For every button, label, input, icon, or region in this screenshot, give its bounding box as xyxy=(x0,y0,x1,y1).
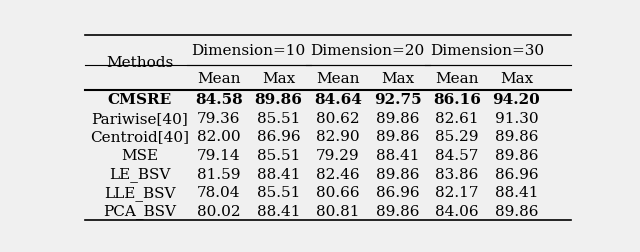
Text: 89.86: 89.86 xyxy=(495,130,538,144)
Text: 82.00: 82.00 xyxy=(197,130,241,144)
Text: 81.59: 81.59 xyxy=(197,167,241,181)
Text: 89.86: 89.86 xyxy=(376,130,419,144)
Text: 79.29: 79.29 xyxy=(316,148,360,162)
Text: 78.04: 78.04 xyxy=(197,185,241,200)
Text: Max: Max xyxy=(500,71,533,85)
Text: 84.06: 84.06 xyxy=(435,204,479,218)
Text: 80.02: 80.02 xyxy=(197,204,241,218)
Text: Mean: Mean xyxy=(197,71,241,85)
Text: 85.51: 85.51 xyxy=(257,148,300,162)
Text: 92.75: 92.75 xyxy=(374,93,421,107)
Text: 89.86: 89.86 xyxy=(495,204,538,218)
Text: Centroid[40]: Centroid[40] xyxy=(90,130,189,144)
Text: 89.86: 89.86 xyxy=(255,93,302,107)
Text: LE_BSV: LE_BSV xyxy=(109,167,170,181)
Text: 94.20: 94.20 xyxy=(493,93,540,107)
Text: 86.96: 86.96 xyxy=(257,130,300,144)
Text: 84.58: 84.58 xyxy=(195,93,243,107)
Text: 84.57: 84.57 xyxy=(435,148,479,162)
Text: Methods: Methods xyxy=(106,56,173,70)
Text: 85.29: 85.29 xyxy=(435,130,479,144)
Text: Max: Max xyxy=(262,71,295,85)
Text: 85.51: 85.51 xyxy=(257,111,300,125)
Text: 89.86: 89.86 xyxy=(495,148,538,162)
Text: 89.86: 89.86 xyxy=(376,204,419,218)
Text: 89.86: 89.86 xyxy=(376,111,419,125)
Text: 89.86: 89.86 xyxy=(376,167,419,181)
Text: Mean: Mean xyxy=(316,71,360,85)
Text: Max: Max xyxy=(381,71,414,85)
Text: 82.61: 82.61 xyxy=(435,111,479,125)
Text: MSE: MSE xyxy=(121,148,158,162)
Text: 83.86: 83.86 xyxy=(435,167,479,181)
Text: Dimension=10: Dimension=10 xyxy=(191,44,306,58)
Text: 88.41: 88.41 xyxy=(257,204,300,218)
Text: Mean: Mean xyxy=(435,71,479,85)
Text: 80.81: 80.81 xyxy=(316,204,360,218)
Text: Dimension=20: Dimension=20 xyxy=(310,44,425,58)
Text: 88.41: 88.41 xyxy=(495,185,538,200)
Text: Dimension=30: Dimension=30 xyxy=(429,44,544,58)
Text: 88.41: 88.41 xyxy=(257,167,300,181)
Text: 79.36: 79.36 xyxy=(197,111,241,125)
Text: 82.17: 82.17 xyxy=(435,185,479,200)
Text: CMSRE: CMSRE xyxy=(108,93,172,107)
Text: 91.30: 91.30 xyxy=(495,111,538,125)
Text: 85.51: 85.51 xyxy=(257,185,300,200)
Text: 79.14: 79.14 xyxy=(197,148,241,162)
Text: 86.16: 86.16 xyxy=(433,93,481,107)
Text: 84.64: 84.64 xyxy=(314,93,362,107)
Text: 86.96: 86.96 xyxy=(495,167,538,181)
Text: Pariwise[40]: Pariwise[40] xyxy=(91,111,188,125)
Text: 80.62: 80.62 xyxy=(316,111,360,125)
Text: 82.46: 82.46 xyxy=(316,167,360,181)
Text: 88.41: 88.41 xyxy=(376,148,419,162)
Text: PCA_BSV: PCA_BSV xyxy=(103,204,176,218)
Text: LLE_BSV: LLE_BSV xyxy=(104,185,175,200)
Text: 80.66: 80.66 xyxy=(316,185,360,200)
Text: 86.96: 86.96 xyxy=(376,185,419,200)
Text: 82.90: 82.90 xyxy=(316,130,360,144)
